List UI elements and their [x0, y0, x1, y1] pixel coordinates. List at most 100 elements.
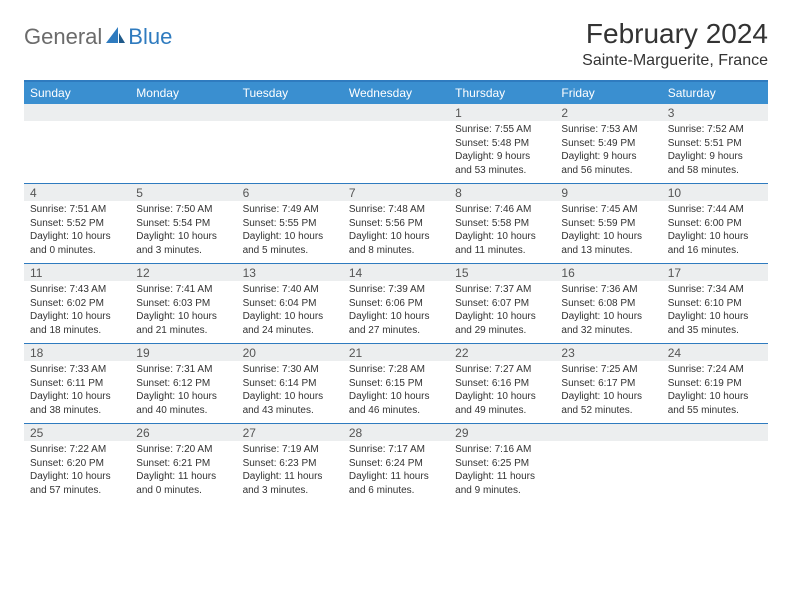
day-cell: Sunrise: 7:55 AMSunset: 5:48 PMDaylight:… — [449, 121, 555, 183]
day-number — [24, 104, 130, 121]
daylight-text: Daylight: 11 hours and 6 minutes. — [349, 470, 443, 497]
logo-text-blue: Blue — [128, 24, 172, 50]
daylight-text: Daylight: 10 hours and 35 minutes. — [668, 310, 762, 337]
week-row: Sunrise: 7:33 AMSunset: 6:11 PMDaylight:… — [24, 361, 768, 423]
sunrise-text: Sunrise: 7:48 AM — [349, 203, 443, 217]
daylight-text: Daylight: 10 hours and 29 minutes. — [455, 310, 549, 337]
sunrise-text: Sunrise: 7:30 AM — [243, 363, 337, 377]
day-number: 17 — [662, 264, 768, 281]
day-cell: Sunrise: 7:39 AMSunset: 6:06 PMDaylight:… — [343, 281, 449, 343]
daylight-text: Daylight: 10 hours and 11 minutes. — [455, 230, 549, 257]
day-number: 23 — [555, 344, 661, 361]
day-number: 4 — [24, 184, 130, 201]
day-cell — [130, 121, 236, 183]
day-number: 24 — [662, 344, 768, 361]
day-cell: Sunrise: 7:17 AMSunset: 6:24 PMDaylight:… — [343, 441, 449, 503]
day-number: 14 — [343, 264, 449, 281]
sunset-text: Sunset: 5:55 PM — [243, 217, 337, 231]
sunrise-text: Sunrise: 7:24 AM — [668, 363, 762, 377]
day-cell: Sunrise: 7:43 AMSunset: 6:02 PMDaylight:… — [24, 281, 130, 343]
sunrise-text: Sunrise: 7:41 AM — [136, 283, 230, 297]
header: General Blue February 2024 Sainte-Margue… — [24, 18, 768, 70]
weekday-header: Sunday — [24, 82, 130, 104]
daylight-text: Daylight: 10 hours and 0 minutes. — [30, 230, 124, 257]
day-number — [130, 104, 236, 121]
day-cell: Sunrise: 7:30 AMSunset: 6:14 PMDaylight:… — [237, 361, 343, 423]
daylight-text: Daylight: 10 hours and 8 minutes. — [349, 230, 443, 257]
day-number: 21 — [343, 344, 449, 361]
day-number: 28 — [343, 424, 449, 441]
day-cell: Sunrise: 7:53 AMSunset: 5:49 PMDaylight:… — [555, 121, 661, 183]
week-block: 2526272829Sunrise: 7:22 AMSunset: 6:20 P… — [24, 423, 768, 503]
sunset-text: Sunset: 6:19 PM — [668, 377, 762, 391]
daylight-text: Daylight: 10 hours and 27 minutes. — [349, 310, 443, 337]
sunrise-text: Sunrise: 7:36 AM — [561, 283, 655, 297]
day-number: 8 — [449, 184, 555, 201]
daylight-text: Daylight: 10 hours and 57 minutes. — [30, 470, 124, 497]
sunrise-text: Sunrise: 7:31 AM — [136, 363, 230, 377]
sunset-text: Sunset: 5:51 PM — [668, 137, 762, 151]
day-cell: Sunrise: 7:27 AMSunset: 6:16 PMDaylight:… — [449, 361, 555, 423]
daylight-text: Daylight: 10 hours and 18 minutes. — [30, 310, 124, 337]
sunset-text: Sunset: 6:12 PM — [136, 377, 230, 391]
daylight-text: Daylight: 10 hours and 55 minutes. — [668, 390, 762, 417]
day-cell: Sunrise: 7:31 AMSunset: 6:12 PMDaylight:… — [130, 361, 236, 423]
sunset-text: Sunset: 6:15 PM — [349, 377, 443, 391]
day-number — [343, 104, 449, 121]
day-cell: Sunrise: 7:28 AMSunset: 6:15 PMDaylight:… — [343, 361, 449, 423]
day-cell — [555, 441, 661, 503]
sunset-text: Sunset: 6:23 PM — [243, 457, 337, 471]
day-cell: Sunrise: 7:25 AMSunset: 6:17 PMDaylight:… — [555, 361, 661, 423]
sunrise-text: Sunrise: 7:46 AM — [455, 203, 549, 217]
week-block: 18192021222324Sunrise: 7:33 AMSunset: 6:… — [24, 343, 768, 423]
day-number: 16 — [555, 264, 661, 281]
weekday-header: Monday — [130, 82, 236, 104]
day-cell: Sunrise: 7:46 AMSunset: 5:58 PMDaylight:… — [449, 201, 555, 263]
sunrise-text: Sunrise: 7:45 AM — [561, 203, 655, 217]
day-number — [237, 104, 343, 121]
day-number: 3 — [662, 104, 768, 121]
sunrise-text: Sunrise: 7:55 AM — [455, 123, 549, 137]
sunrise-text: Sunrise: 7:50 AM — [136, 203, 230, 217]
sunset-text: Sunset: 6:16 PM — [455, 377, 549, 391]
sunset-text: Sunset: 6:17 PM — [561, 377, 655, 391]
sunset-text: Sunset: 6:25 PM — [455, 457, 549, 471]
sunrise-text: Sunrise: 7:49 AM — [243, 203, 337, 217]
sunrise-text: Sunrise: 7:33 AM — [30, 363, 124, 377]
daylight-text: Daylight: 10 hours and 43 minutes. — [243, 390, 337, 417]
sunset-text: Sunset: 5:59 PM — [561, 217, 655, 231]
week-block: 45678910Sunrise: 7:51 AMSunset: 5:52 PMD… — [24, 183, 768, 263]
sunrise-text: Sunrise: 7:20 AM — [136, 443, 230, 457]
week-row: Sunrise: 7:22 AMSunset: 6:20 PMDaylight:… — [24, 441, 768, 503]
week-block: 123Sunrise: 7:55 AMSunset: 5:48 PMDaylig… — [24, 104, 768, 183]
day-number: 7 — [343, 184, 449, 201]
day-number: 20 — [237, 344, 343, 361]
sunset-text: Sunset: 6:21 PM — [136, 457, 230, 471]
daylight-text: Daylight: 10 hours and 40 minutes. — [136, 390, 230, 417]
page-title: February 2024 — [582, 18, 768, 50]
day-cell: Sunrise: 7:22 AMSunset: 6:20 PMDaylight:… — [24, 441, 130, 503]
day-cell: Sunrise: 7:41 AMSunset: 6:03 PMDaylight:… — [130, 281, 236, 343]
daylight-text: Daylight: 9 hours and 58 minutes. — [668, 150, 762, 177]
day-number: 10 — [662, 184, 768, 201]
day-cell: Sunrise: 7:24 AMSunset: 6:19 PMDaylight:… — [662, 361, 768, 423]
day-number: 18 — [24, 344, 130, 361]
day-number: 19 — [130, 344, 236, 361]
sunrise-text: Sunrise: 7:28 AM — [349, 363, 443, 377]
sunset-text: Sunset: 6:24 PM — [349, 457, 443, 471]
day-number: 29 — [449, 424, 555, 441]
day-cell: Sunrise: 7:20 AMSunset: 6:21 PMDaylight:… — [130, 441, 236, 503]
day-cell — [662, 441, 768, 503]
sunrise-text: Sunrise: 7:17 AM — [349, 443, 443, 457]
daylight-text: Daylight: 10 hours and 32 minutes. — [561, 310, 655, 337]
daylight-text: Daylight: 10 hours and 52 minutes. — [561, 390, 655, 417]
title-block: February 2024 Sainte-Marguerite, France — [582, 18, 768, 70]
day-number — [555, 424, 661, 441]
sunset-text: Sunset: 6:00 PM — [668, 217, 762, 231]
page-subtitle: Sainte-Marguerite, France — [582, 52, 768, 70]
daylight-text: Daylight: 11 hours and 9 minutes. — [455, 470, 549, 497]
daylight-text: Daylight: 9 hours and 53 minutes. — [455, 150, 549, 177]
day-cell: Sunrise: 7:34 AMSunset: 6:10 PMDaylight:… — [662, 281, 768, 343]
day-cell: Sunrise: 7:51 AMSunset: 5:52 PMDaylight:… — [24, 201, 130, 263]
daylight-text: Daylight: 10 hours and 38 minutes. — [30, 390, 124, 417]
